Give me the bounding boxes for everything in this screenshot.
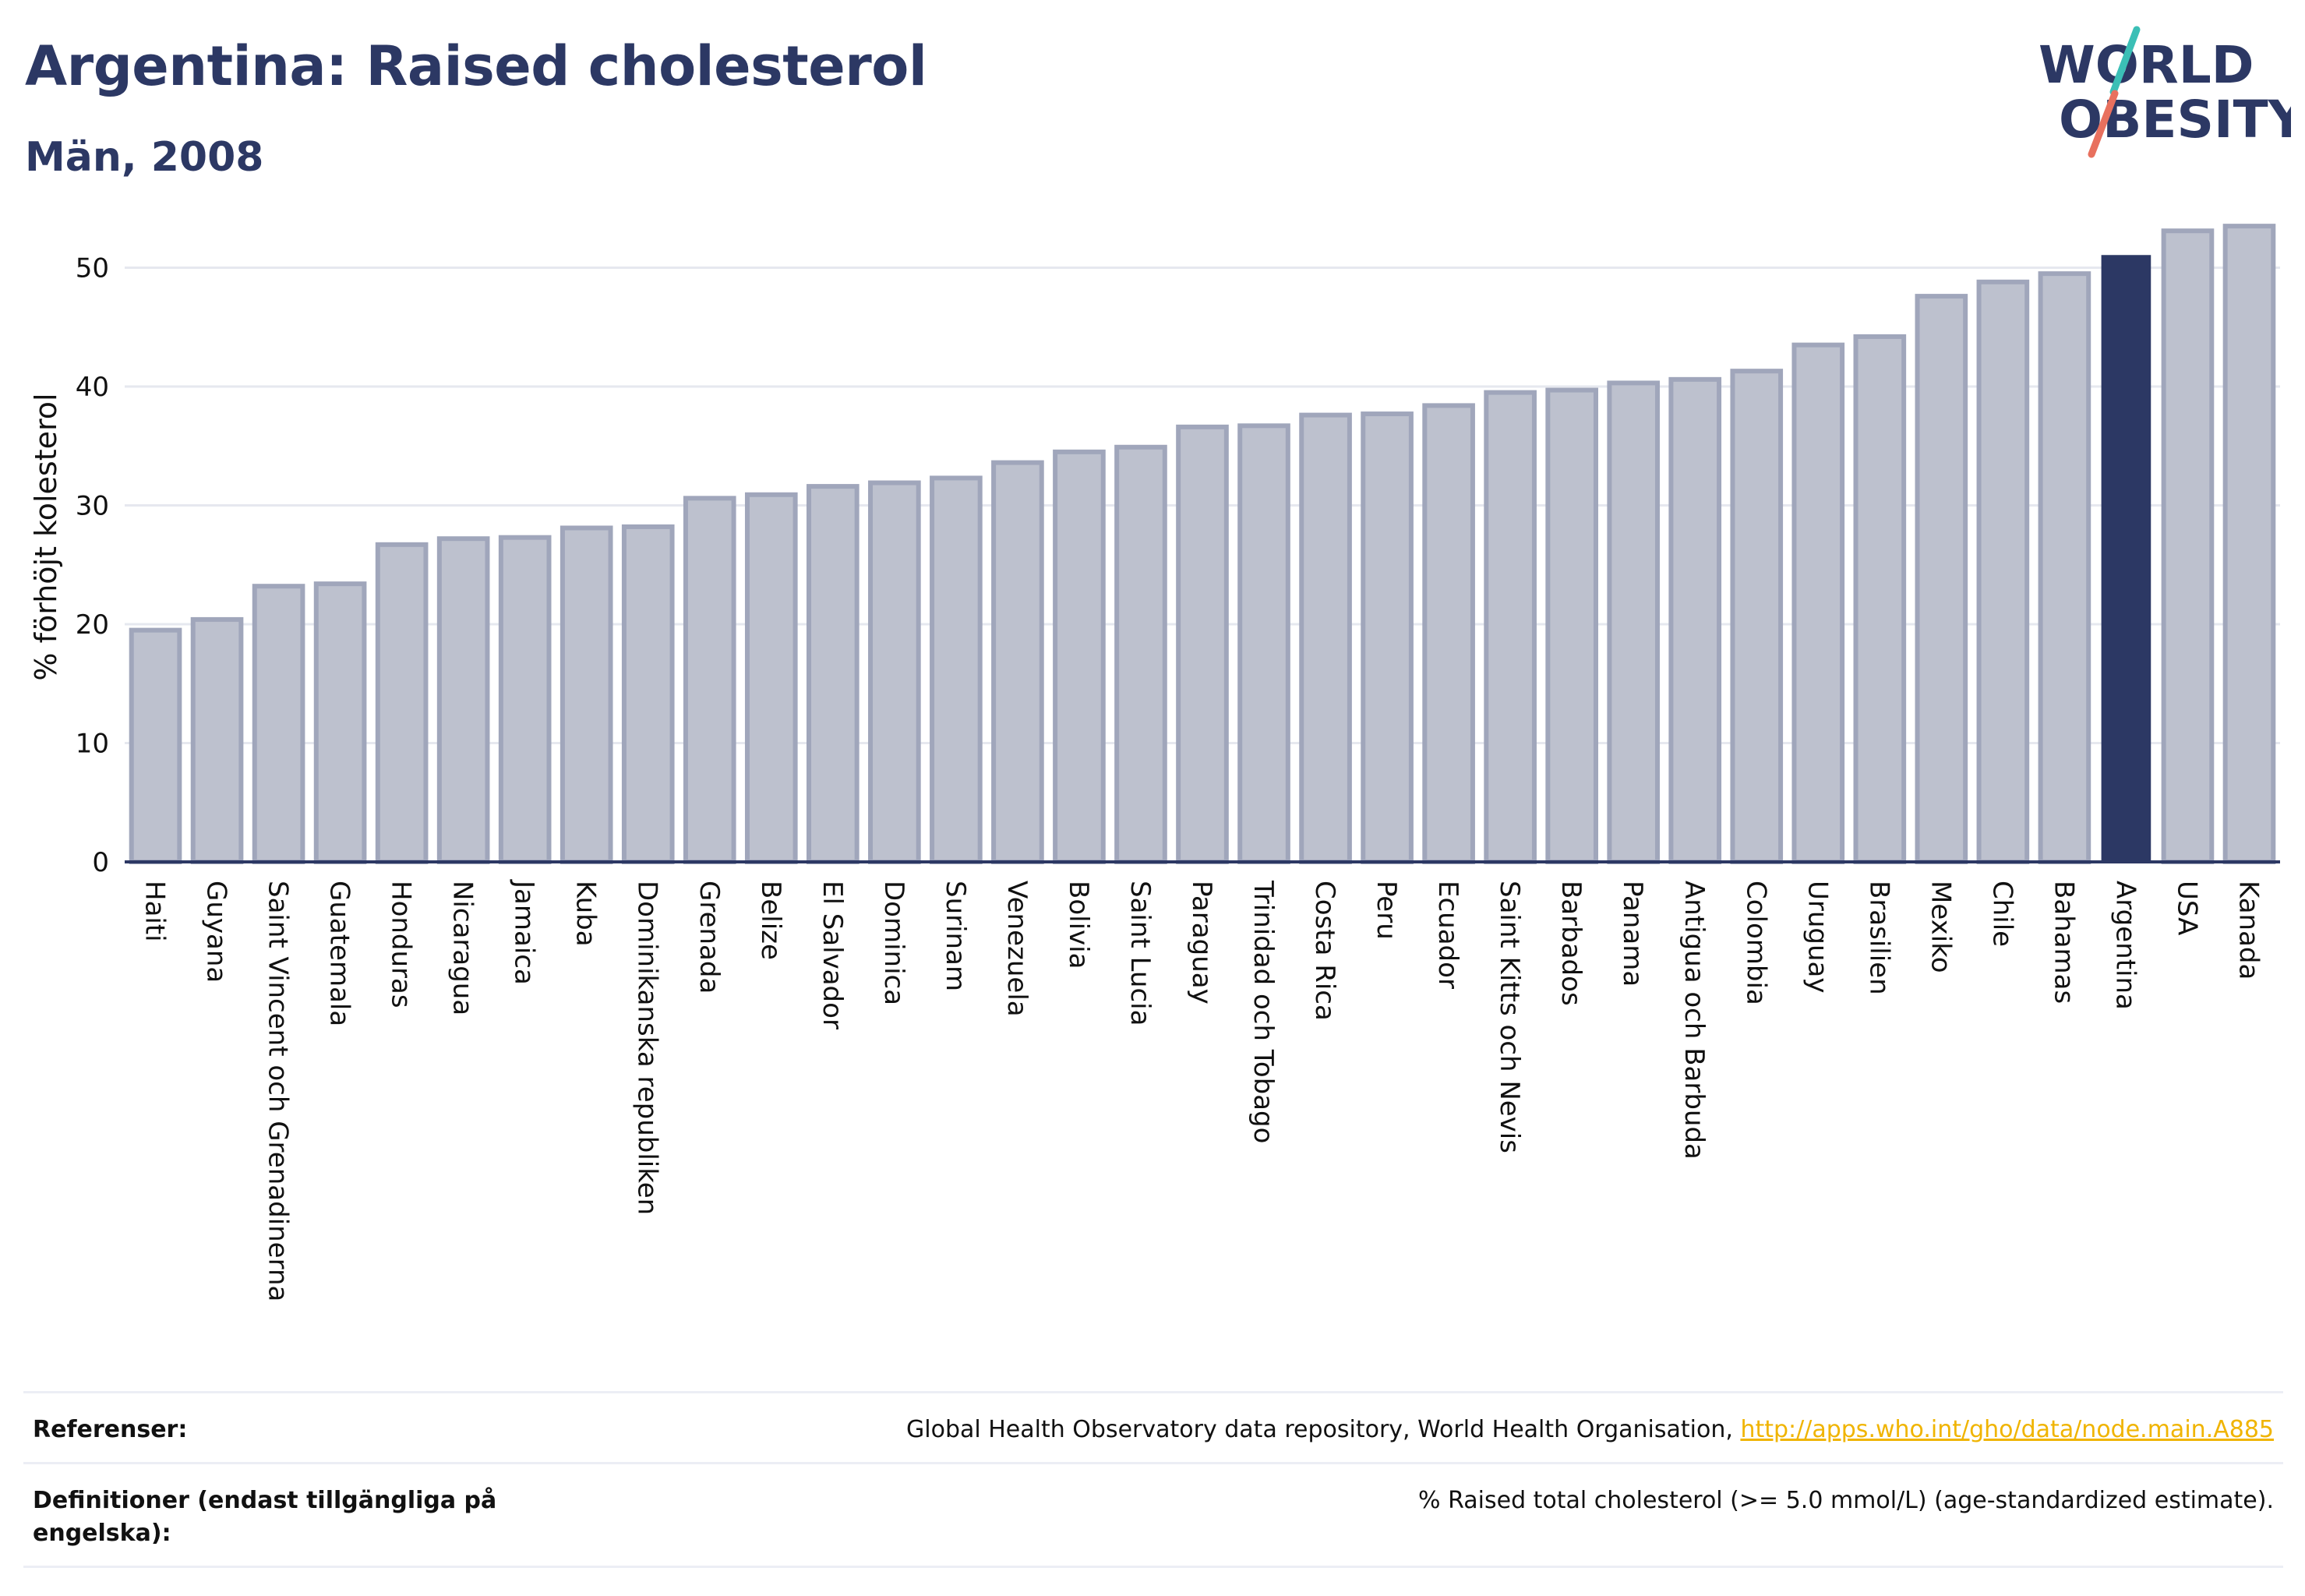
x-tick-label: Haiti: [139, 881, 171, 942]
bar-chile: [1976, 279, 2030, 864]
x-tick-label: Bolivia: [1063, 881, 1094, 969]
x-tick-label: Brasilien: [1863, 881, 1894, 995]
bar-colombia: [1730, 369, 1784, 864]
x-tick-label: Dominica: [878, 881, 909, 1005]
bar-chart: 0 10 20 30 40 50 Haiti Guyana Saint Vincent och…: [29, 224, 2280, 1301]
bar-saint-lucia: [1114, 444, 1167, 864]
x-tick-label: Barbados: [1555, 881, 1587, 1006]
definitions-label: Definitioner (endast tillgängliga på eng…: [33, 1487, 497, 1547]
x-tick-label: Guatemala: [324, 881, 355, 1026]
bar-paraguay: [1176, 424, 1229, 864]
bar-venezuela: [991, 460, 1044, 864]
references-table: Referenser: Global Health Observatory da…: [23, 1391, 2283, 1568]
x-tick-label: Colombia: [1740, 881, 1771, 1005]
bar-brasilien: [1853, 334, 1907, 864]
x-tick-label: Dominikanska republiken: [632, 881, 663, 1215]
chart-title: Argentina: Raised cholesterol: [25, 34, 927, 98]
definitions-row: Definitioner (endast tillgängliga på eng…: [23, 1462, 2283, 1568]
x-tick-label: Nicaragua: [447, 881, 478, 1015]
bar-haiti: [129, 627, 182, 864]
logo-slash-coral: [2088, 90, 2119, 158]
x-tick-label: Saint Vincent och Grenadinerna: [263, 881, 294, 1301]
bar-barbados: [1545, 387, 1598, 864]
x-tick-label: USA: [2171, 881, 2202, 935]
y-axis-label: % förhöjt kolesterol: [29, 393, 63, 680]
y-tick-label: 0: [92, 847, 109, 878]
x-tick-label: Mexiko: [1925, 881, 1956, 973]
x-tick-labels: Haiti Guyana Saint Vincent och Grenadinern…: [139, 879, 2264, 1301]
logo-slash-teal: [2109, 26, 2141, 96]
x-tick-label: Guyana: [201, 881, 232, 983]
x-tick-label: Peru: [1371, 881, 1402, 940]
x-tick-label: Trinidad och Tobago: [1248, 880, 1279, 1143]
bar-honduras: [375, 542, 429, 864]
references-link[interactable]: http://apps.who.int/gho/data/node.main.A…: [1740, 1416, 2274, 1443]
x-tick-label: Argentina: [2109, 881, 2141, 1010]
references-label: Referenser:: [33, 1416, 188, 1443]
y-ticks: 0 10 20 30 40 50: [76, 253, 109, 879]
x-tick-label: El Salvador: [817, 881, 848, 1029]
bar-el-salvador: [807, 484, 860, 864]
bar-dominica: [868, 480, 921, 865]
bar-bolivia: [1053, 449, 1106, 864]
x-tick-label: Belize: [755, 881, 786, 960]
x-tick-label: Paraguay: [1186, 881, 1217, 1005]
bar-antigua-och-barbuda: [1668, 376, 1722, 865]
bar-kanada: [2222, 224, 2276, 864]
bars-layer: [129, 224, 2276, 865]
y-tick-label: 50: [76, 253, 109, 284]
x-tick-label: Venezuela: [1001, 881, 1032, 1017]
bar-panama: [1607, 380, 1661, 864]
y-tick-label: 20: [76, 609, 109, 641]
x-tick-label: Saint Kitts och Nevis: [1494, 881, 1525, 1153]
x-tick-label: Chile: [1986, 881, 2017, 947]
bar-nicaragua: [436, 536, 490, 864]
world-obesity-logo: WORLD OBESITY: [2038, 26, 2291, 158]
x-tick-label: Ecuador: [1432, 881, 1463, 989]
x-tick-label: Surinam: [940, 881, 971, 991]
bar-costa-rica: [1299, 412, 1352, 864]
bar-saint-kitts-och-nevis: [1484, 390, 1537, 864]
bar-dominikanska-republiken: [621, 524, 675, 864]
bar-ecuador: [1422, 403, 1475, 864]
bar-argentina: [2101, 255, 2151, 863]
definitions-value: % Raised total cholesterol (>= 5.0 mmol/…: [1418, 1487, 2274, 1514]
references-value: Global Health Observatory data repositor…: [906, 1414, 2274, 1446]
x-tick-label: Grenada: [694, 881, 725, 994]
bar-kuba: [559, 525, 613, 864]
bar-belize: [744, 492, 798, 865]
x-tick-label: Kuba: [570, 881, 602, 947]
bar-guatemala: [313, 581, 367, 865]
bar-saint-vincent-och-grenadinerna: [252, 584, 305, 864]
bar-jamaica: [498, 535, 552, 864]
references-text: Global Health Observatory data repositor…: [906, 1416, 1741, 1443]
y-tick-label: 10: [76, 729, 109, 760]
x-tick-label: Jamaica: [509, 879, 540, 985]
bar-usa: [2161, 228, 2215, 865]
logo-word-world: WORLD: [2038, 35, 2254, 95]
bar-mexiko: [1915, 294, 1968, 865]
x-tick-label: Saint Lucia: [1124, 881, 1156, 1026]
x-tick-label: Bahamas: [2048, 881, 2079, 1004]
y-tick-label: 40: [76, 372, 109, 403]
references-row: Referenser: Global Health Observatory da…: [23, 1391, 2283, 1462]
bar-surinam: [930, 475, 983, 864]
bar-trinidad-och-tobago: [1237, 423, 1290, 864]
bar-guyana: [190, 616, 244, 865]
bar-bahamas: [2038, 271, 2091, 864]
x-tick-label: Honduras: [386, 881, 417, 1008]
x-tick-label: Kanada: [2233, 881, 2264, 980]
bar-peru: [1361, 411, 1414, 864]
chart-subtitle: Män, 2008: [25, 134, 264, 181]
x-tick-label: Panama: [1617, 881, 1648, 987]
bar-grenada: [683, 496, 736, 864]
x-tick-label: Antigua och Barbuda: [1678, 881, 1710, 1160]
x-tick-label: Uruguay: [1802, 881, 1833, 994]
y-tick-label: 30: [76, 491, 109, 522]
bar-uruguay: [1791, 342, 1845, 864]
x-tick-label: Costa Rica: [1309, 881, 1340, 1021]
